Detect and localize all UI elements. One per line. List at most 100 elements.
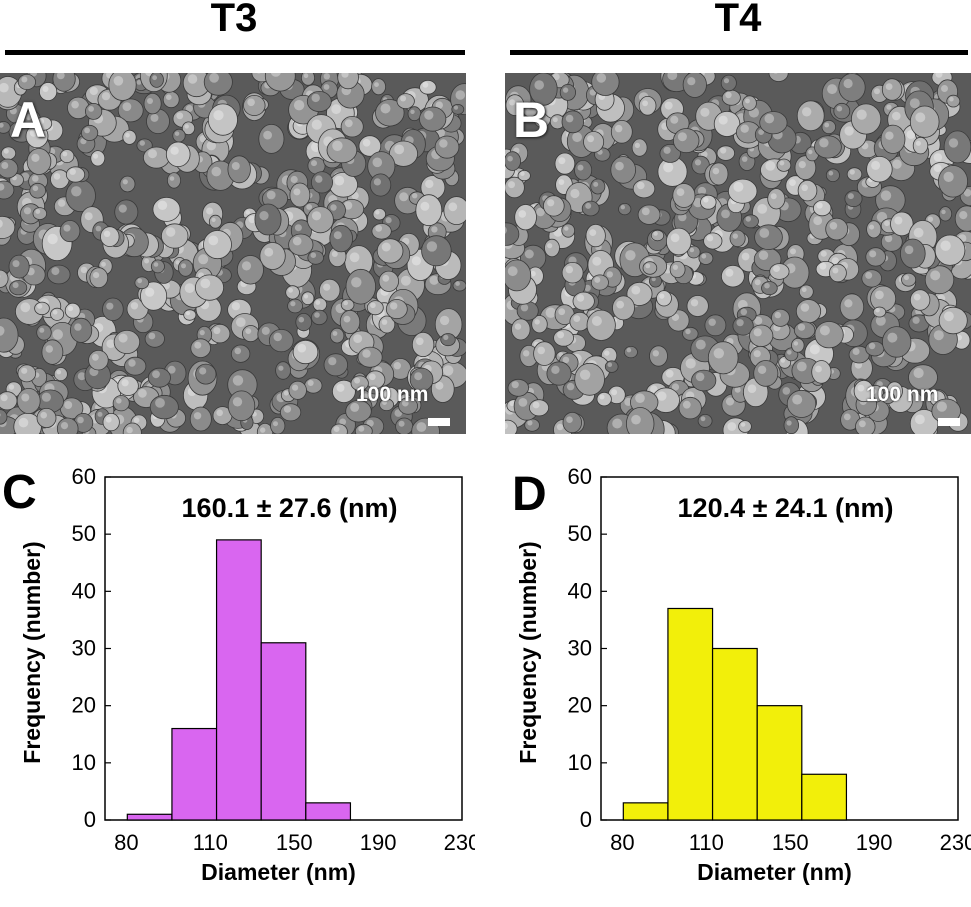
sem-particle-highlight bbox=[642, 208, 650, 216]
sem-particle bbox=[191, 339, 211, 358]
sem-particle-highlight bbox=[21, 368, 27, 374]
sem-particle-highlight bbox=[587, 135, 594, 142]
sem-particle-highlight bbox=[790, 248, 796, 254]
sem-particle bbox=[873, 307, 885, 317]
sem-particle-highlight bbox=[106, 339, 115, 348]
sem-particle-highlight bbox=[817, 202, 823, 208]
sem-particle-highlight bbox=[308, 380, 314, 386]
sem-particle bbox=[632, 139, 647, 156]
sem-particle bbox=[81, 125, 97, 140]
sem-particle-highlight bbox=[294, 100, 304, 110]
sem-particle bbox=[743, 96, 757, 111]
sem-particle-highlight bbox=[102, 92, 110, 100]
scale-bar-label: 100 nm bbox=[356, 383, 428, 407]
sem-particle-highlight bbox=[128, 359, 135, 366]
sem-particle-highlight bbox=[209, 73, 219, 83]
sem-particle-highlight bbox=[930, 270, 940, 280]
sem-particle-highlight bbox=[96, 226, 102, 232]
sem-particle bbox=[153, 197, 180, 221]
sem-particle-highlight bbox=[455, 281, 460, 286]
sem-particle-highlight bbox=[844, 299, 852, 307]
sem-particle bbox=[115, 200, 138, 224]
sem-particle-highlight bbox=[166, 227, 175, 236]
sem-particle bbox=[913, 137, 928, 154]
sem-particle-highlight bbox=[597, 73, 607, 83]
sem-particle-highlight bbox=[123, 102, 132, 111]
sem-particle-highlight bbox=[216, 410, 223, 417]
sem-particle-highlight bbox=[93, 272, 99, 278]
sem-particle-highlight bbox=[884, 221, 890, 227]
sem-particle-highlight bbox=[58, 199, 65, 206]
sem-particle-highlight bbox=[134, 417, 140, 423]
sem-particle-highlight bbox=[721, 210, 730, 219]
sem-particle-highlight bbox=[381, 104, 391, 114]
sem-particle bbox=[866, 341, 884, 356]
sem-particle-highlight bbox=[337, 384, 345, 392]
sem-particle-highlight bbox=[512, 381, 519, 388]
sem-particle bbox=[386, 300, 407, 319]
sem-particle bbox=[938, 166, 967, 198]
sem-particle-highlight bbox=[93, 154, 98, 159]
sem-particle-highlight bbox=[572, 132, 582, 142]
sem-particle bbox=[605, 361, 618, 373]
sem-particle-highlight bbox=[799, 161, 806, 168]
sem-particle bbox=[714, 111, 740, 136]
sem-particle-highlight bbox=[830, 222, 838, 230]
sem-particle bbox=[85, 103, 101, 119]
sem-particle-highlight bbox=[212, 218, 216, 222]
sem-particle bbox=[683, 73, 706, 98]
sem-particle bbox=[534, 342, 556, 366]
sem-particle bbox=[754, 361, 778, 387]
y-axis-label: Frequency (number) bbox=[515, 541, 541, 763]
sem-particle-highlight bbox=[416, 338, 424, 346]
sem-particle-highlight bbox=[64, 225, 71, 232]
sem-particle-highlight bbox=[683, 401, 691, 409]
sem-particle-highlight bbox=[53, 329, 63, 339]
sem-particle bbox=[54, 368, 67, 381]
column-rule-t4 bbox=[510, 50, 968, 55]
sem-particle bbox=[10, 281, 27, 295]
panel-letter-d: D bbox=[512, 467, 547, 522]
sem-particle bbox=[563, 412, 582, 432]
sem-particle-highlight bbox=[400, 96, 406, 102]
sem-particle bbox=[728, 179, 757, 203]
sem-particle-highlight bbox=[566, 115, 574, 123]
sem-particle bbox=[829, 264, 846, 282]
sem-particle-highlight bbox=[425, 180, 433, 188]
sem-particle-highlight bbox=[764, 283, 770, 289]
sem-particle bbox=[324, 354, 348, 376]
sem-particle-highlight bbox=[746, 216, 751, 221]
sem-particle-highlight bbox=[213, 327, 220, 334]
mean-sd-annotation: 120.4 ± 24.1 (nm) bbox=[678, 493, 894, 523]
sem-particle bbox=[762, 282, 778, 295]
sem-particle-highlight bbox=[298, 344, 307, 353]
sem-particle bbox=[228, 391, 255, 421]
sem-particle-highlight bbox=[808, 150, 812, 154]
sem-particle-highlight bbox=[824, 123, 829, 128]
sem-particle-highlight bbox=[374, 82, 379, 87]
sem-particle-highlight bbox=[754, 328, 762, 336]
sem-particle-highlight bbox=[869, 343, 875, 349]
sem-particle-highlight bbox=[577, 294, 584, 301]
sem-particle bbox=[822, 120, 836, 133]
sem-particle bbox=[379, 271, 399, 291]
x-axis-label: Diameter (nm) bbox=[697, 859, 852, 885]
sem-particle-highlight bbox=[892, 160, 901, 169]
histogram-bar bbox=[306, 803, 351, 820]
sem-particle-highlight bbox=[520, 172, 524, 176]
sem-particle-highlight bbox=[691, 299, 698, 306]
sem-particle-highlight bbox=[914, 228, 924, 238]
x-tick-label: 110 bbox=[193, 830, 228, 855]
sem-particle-highlight bbox=[621, 205, 625, 209]
sem-particle-highlight bbox=[420, 202, 429, 211]
sem-particle-highlight bbox=[519, 210, 527, 218]
sem-particle bbox=[346, 269, 376, 304]
sem-particle-highlight bbox=[886, 83, 893, 90]
sem-particle-highlight bbox=[578, 165, 584, 171]
sem-particle-highlight bbox=[131, 302, 138, 309]
sem-particle bbox=[103, 413, 119, 430]
sem-particle-highlight bbox=[401, 276, 411, 286]
sem-particle-highlight bbox=[635, 393, 645, 403]
sem-particle bbox=[48, 265, 71, 284]
sem-particle bbox=[591, 275, 608, 290]
